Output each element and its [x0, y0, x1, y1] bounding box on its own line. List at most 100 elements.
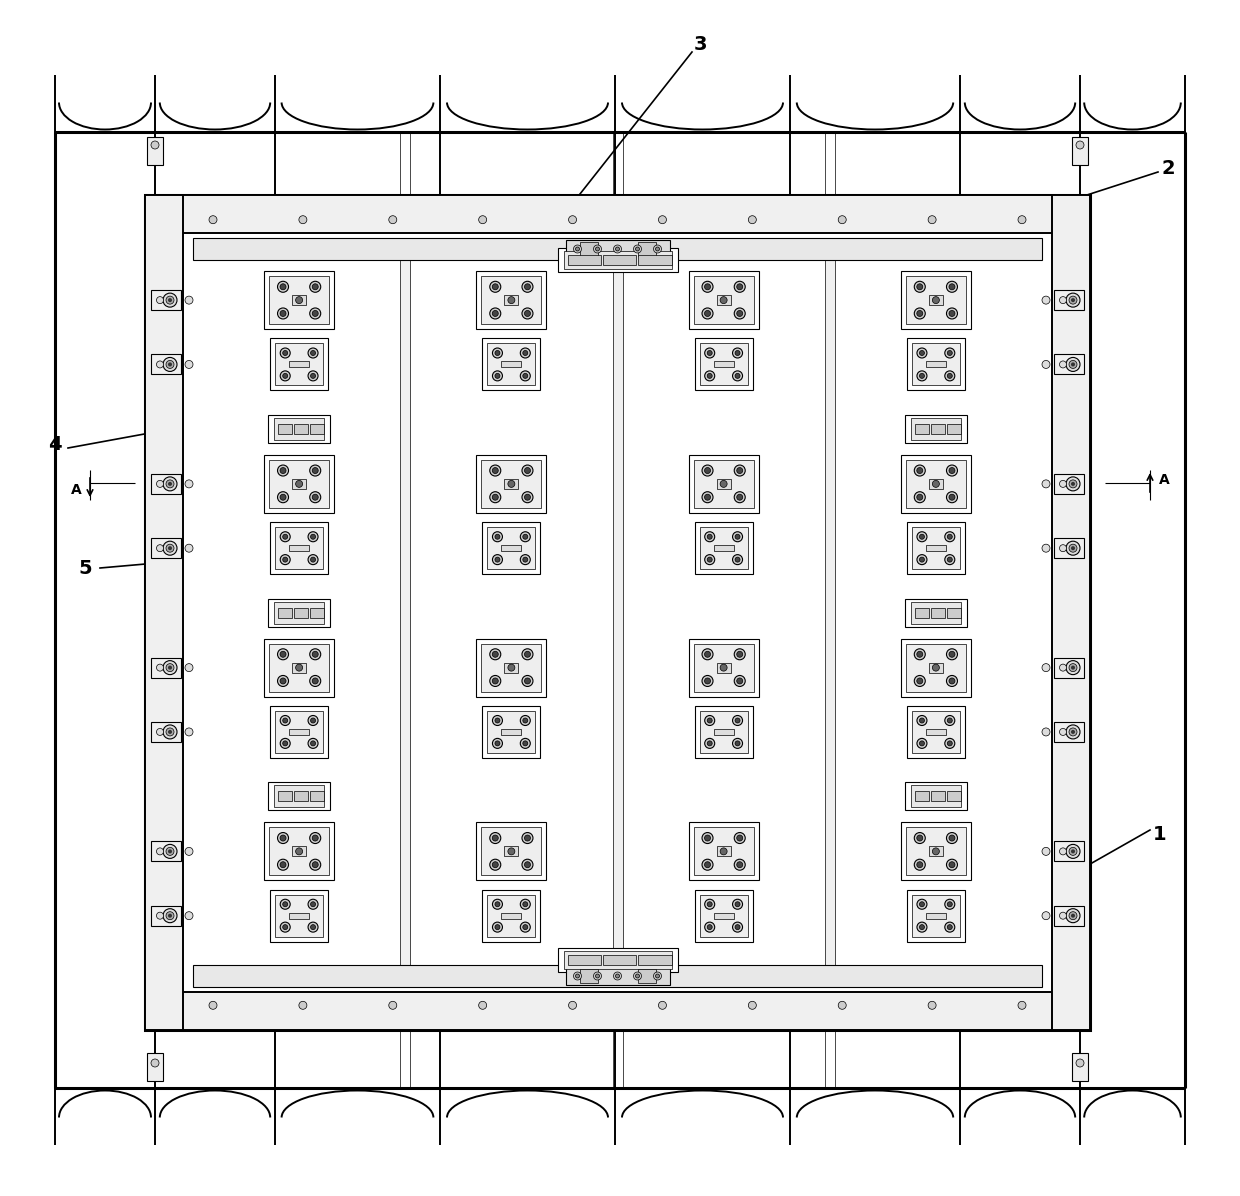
Circle shape — [945, 922, 955, 932]
Circle shape — [490, 859, 501, 871]
Circle shape — [278, 492, 289, 502]
Circle shape — [310, 373, 315, 378]
Circle shape — [185, 297, 193, 304]
Circle shape — [947, 902, 952, 907]
Circle shape — [156, 481, 164, 488]
Bar — [294, 423, 308, 434]
Bar — [693, 828, 754, 875]
Circle shape — [310, 465, 321, 476]
Circle shape — [947, 350, 952, 355]
Text: 5: 5 — [78, 559, 92, 578]
Circle shape — [278, 832, 289, 843]
Bar — [714, 545, 734, 551]
Bar — [193, 238, 1042, 260]
Bar — [274, 602, 324, 623]
Bar — [568, 954, 601, 965]
Circle shape — [614, 245, 621, 254]
Circle shape — [167, 547, 172, 550]
Circle shape — [156, 297, 164, 304]
Circle shape — [720, 848, 727, 855]
Circle shape — [704, 678, 711, 684]
Circle shape — [704, 835, 711, 841]
Circle shape — [280, 652, 286, 658]
Bar — [915, 792, 929, 801]
Bar — [579, 969, 598, 983]
Circle shape — [312, 861, 319, 868]
Circle shape — [734, 676, 745, 687]
Bar — [481, 460, 542, 508]
Circle shape — [615, 974, 620, 978]
Bar — [926, 545, 946, 551]
Bar — [501, 361, 521, 367]
Circle shape — [737, 835, 743, 841]
Circle shape — [167, 362, 172, 366]
Circle shape — [312, 678, 319, 684]
Bar — [565, 240, 670, 258]
Circle shape — [310, 832, 321, 843]
Circle shape — [707, 740, 712, 746]
Bar — [487, 527, 536, 569]
Bar — [694, 338, 753, 390]
Bar — [269, 460, 329, 508]
Bar — [55, 75, 1185, 1145]
Circle shape — [946, 859, 957, 871]
Circle shape — [615, 248, 620, 251]
Bar — [145, 991, 1090, 1030]
Bar — [278, 608, 293, 617]
Circle shape — [704, 348, 714, 358]
Circle shape — [919, 902, 925, 907]
Bar — [929, 478, 942, 489]
Circle shape — [525, 283, 531, 289]
Circle shape — [733, 371, 743, 380]
Circle shape — [185, 664, 193, 672]
Bar — [268, 782, 330, 810]
Bar — [482, 890, 541, 941]
Circle shape — [704, 922, 714, 932]
Circle shape — [522, 648, 533, 660]
Circle shape — [735, 557, 740, 562]
Bar — [915, 608, 929, 617]
Circle shape — [916, 283, 923, 289]
Circle shape — [569, 215, 577, 224]
Bar — [947, 792, 961, 801]
Bar — [401, 245, 410, 980]
Circle shape — [492, 899, 502, 909]
Circle shape — [280, 738, 290, 749]
Bar — [268, 598, 330, 627]
Bar — [151, 722, 181, 742]
Circle shape — [914, 465, 925, 476]
Circle shape — [720, 297, 727, 304]
Circle shape — [492, 555, 502, 565]
Circle shape — [508, 848, 515, 855]
Bar — [579, 242, 598, 256]
Circle shape — [1059, 297, 1066, 304]
Circle shape — [492, 738, 502, 749]
Circle shape — [932, 481, 940, 488]
Circle shape — [720, 664, 727, 671]
Circle shape — [575, 248, 579, 251]
Bar — [688, 823, 759, 880]
Circle shape — [312, 283, 319, 289]
Bar — [289, 545, 309, 551]
Circle shape — [1076, 141, 1084, 150]
Bar — [693, 460, 754, 508]
Circle shape — [280, 371, 290, 380]
Circle shape — [492, 283, 498, 289]
Bar — [688, 639, 759, 696]
Bar — [487, 895, 536, 936]
Circle shape — [1042, 728, 1050, 736]
Circle shape — [737, 468, 743, 474]
Circle shape — [1066, 293, 1080, 307]
Circle shape — [525, 468, 531, 474]
Bar — [603, 954, 636, 965]
Circle shape — [945, 555, 955, 565]
Bar — [901, 639, 971, 696]
Circle shape — [156, 664, 164, 671]
Circle shape — [525, 835, 531, 841]
Circle shape — [916, 922, 928, 932]
Circle shape — [280, 899, 290, 909]
Circle shape — [310, 350, 315, 355]
Bar — [293, 847, 306, 856]
Circle shape — [1071, 730, 1075, 734]
Bar — [947, 423, 961, 434]
